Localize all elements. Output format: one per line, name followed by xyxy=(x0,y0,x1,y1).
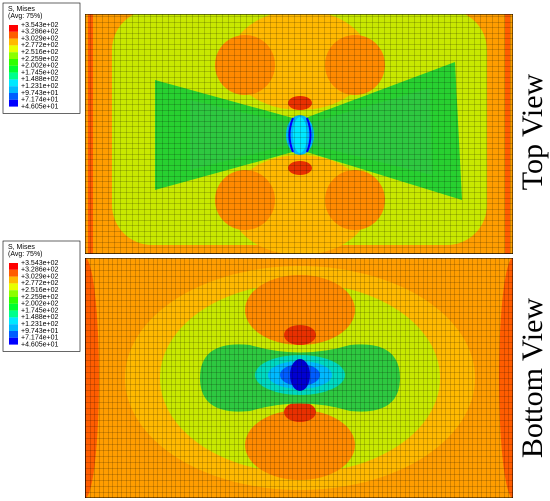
legend-value: +2.516e+02 xyxy=(21,49,58,56)
legend-swatch xyxy=(9,31,18,39)
legend-value: +3.286e+02 xyxy=(21,267,58,274)
legend-value: +3.029e+02 xyxy=(21,35,58,42)
legend-value: +2.259e+02 xyxy=(21,294,58,301)
bottom-contour xyxy=(85,258,513,498)
legend-value: +1.745e+02 xyxy=(21,307,58,314)
legend-swatch xyxy=(9,303,18,311)
legend-value: +2.002e+02 xyxy=(21,301,58,308)
legend-value: +1.488e+02 xyxy=(21,76,58,83)
legend-swatch xyxy=(9,283,18,291)
legend-value: +7.174e+01 xyxy=(21,97,58,104)
legend-value: +2.516e+02 xyxy=(21,287,58,294)
legend-swatch xyxy=(9,79,18,87)
legend-value: +1.231e+02 xyxy=(21,321,58,328)
legend-swatch xyxy=(9,72,18,80)
legend-swatch xyxy=(9,317,18,325)
legend-swatch xyxy=(9,45,18,53)
legend-value: +1.231e+02 xyxy=(21,83,58,90)
legend-swatch xyxy=(9,52,18,59)
legend-value: +4.605e+01 xyxy=(21,103,58,110)
legend-swatch xyxy=(9,59,18,66)
legend-value: +1.745e+02 xyxy=(21,69,58,76)
view-label: Top View xyxy=(516,73,549,190)
legend-swatch xyxy=(9,86,18,93)
legend-title: S, Mises xyxy=(8,244,35,251)
legend-value: +2.772e+02 xyxy=(21,42,58,49)
legend-swatch xyxy=(9,290,18,297)
legend-subtitle: (Avg: 75%) xyxy=(8,251,43,258)
legend-swatch xyxy=(9,65,18,73)
legend-value: +4.605e+01 xyxy=(21,341,58,348)
legend-swatch xyxy=(9,25,18,32)
legend-value: +3.029e+02 xyxy=(21,273,58,280)
legend-subtitle: (Avg: 75%) xyxy=(8,13,43,20)
legend-swatch xyxy=(9,276,18,284)
legend-value: +9.743e+01 xyxy=(21,328,58,335)
legend-value: +7.174e+01 xyxy=(21,335,58,342)
legend-value: +2.259e+02 xyxy=(21,56,58,63)
legend: S, Mises(Avg: 75%) +3.543e+02+3.286e+02+3… xyxy=(2,2,81,114)
legend-value: +1.488e+02 xyxy=(21,314,58,321)
legend-swatch xyxy=(9,269,18,277)
top-contour xyxy=(85,14,513,254)
legend-value: +2.002e+02 xyxy=(21,63,58,70)
legend-title: S, Mises xyxy=(8,6,35,13)
legend-value: +3.543e+02 xyxy=(21,22,58,29)
legend-swatch xyxy=(9,38,18,46)
legend-value: +9.743e+01 xyxy=(21,90,58,97)
legend-swatch xyxy=(9,310,18,318)
legend-swatch xyxy=(9,297,18,304)
legend-swatch xyxy=(9,337,18,345)
legend-swatch xyxy=(9,331,18,338)
legend-swatch xyxy=(9,99,18,107)
legend-value: +3.286e+02 xyxy=(21,29,58,36)
legend-value: +2.772e+02 xyxy=(21,280,58,287)
legend-swatch xyxy=(9,324,18,331)
view-label: Bottom View xyxy=(516,298,549,458)
legend-value: +3.543e+02 xyxy=(21,260,58,267)
legend: S, Mises(Avg: 75%) +3.543e+02+3.286e+02+3… xyxy=(2,240,81,352)
legend-swatch xyxy=(9,263,18,270)
legend-swatch xyxy=(9,93,18,100)
